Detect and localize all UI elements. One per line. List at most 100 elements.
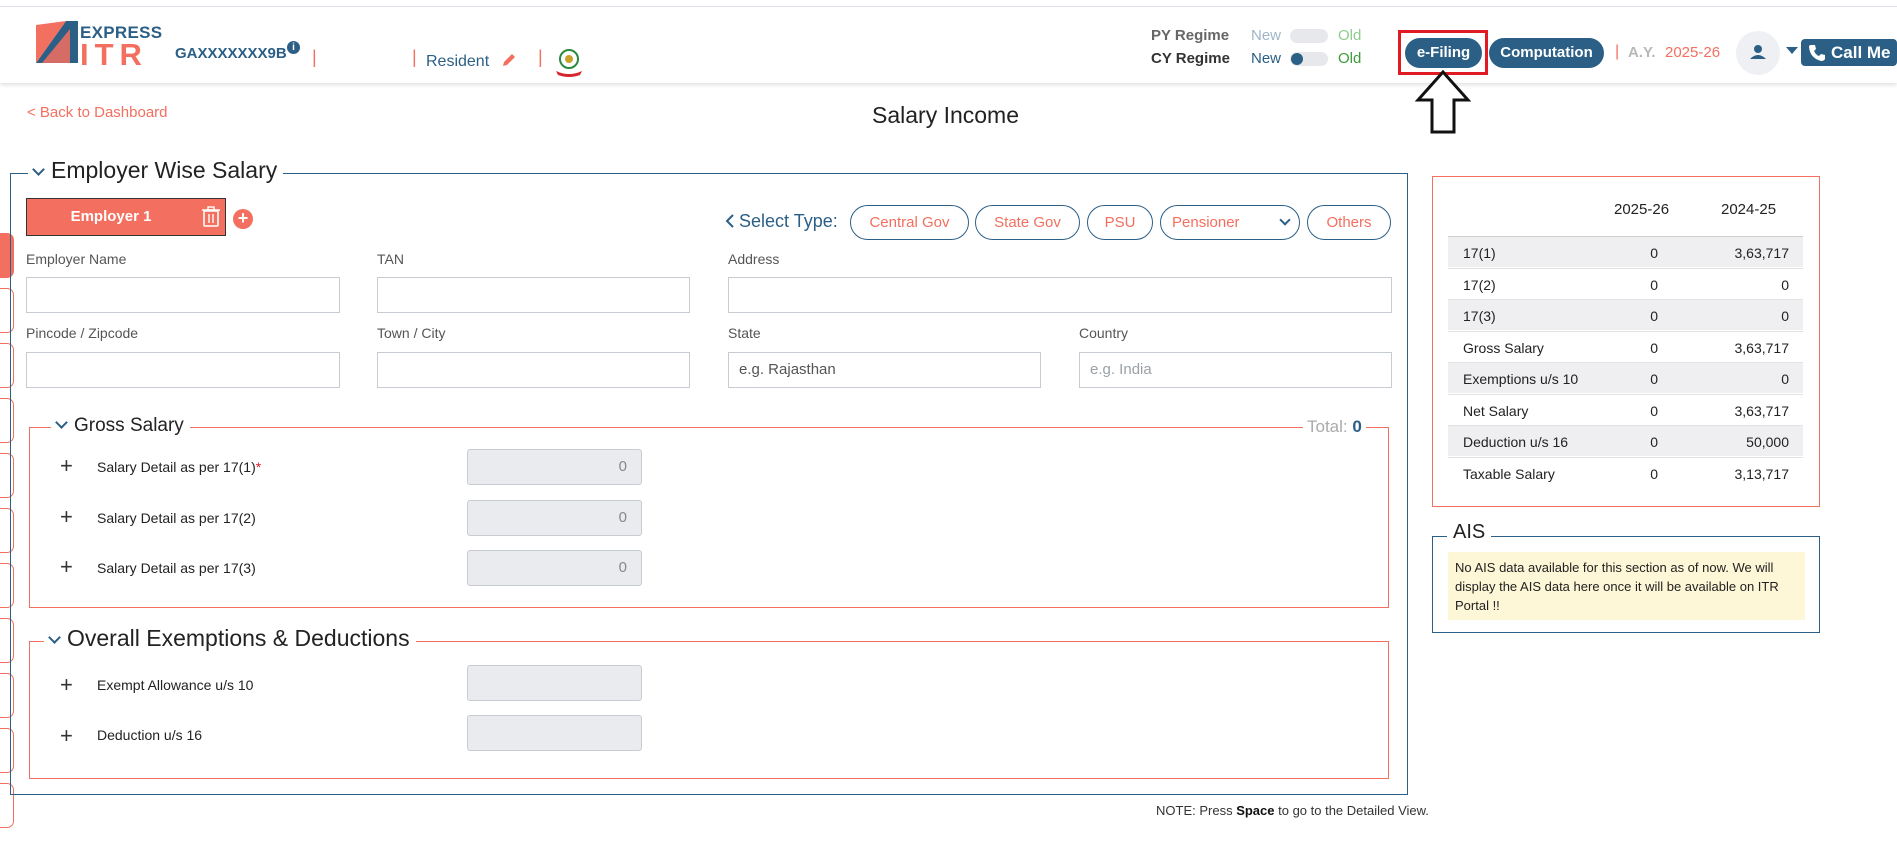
type-others[interactable]: Others <box>1307 205 1391 240</box>
type-psu[interactable]: PSU <box>1087 205 1153 240</box>
plus-icon[interactable]: + <box>60 672 73 697</box>
exempt-allowance-input[interactable] <box>467 665 642 701</box>
row-previous: 50,000 <box>1746 434 1789 450</box>
row-previous: 3,63,717 <box>1734 403 1790 419</box>
pincode-input[interactable] <box>26 352 340 388</box>
row-label: 17(1) <box>1463 245 1496 261</box>
ais-legend: AIS <box>1447 521 1492 544</box>
town-label: Town / City <box>377 325 446 341</box>
chevron-down-icon <box>1279 214 1291 226</box>
row-previous: 0 <box>1781 277 1789 293</box>
pan-number: GAXXXXXXX9B <box>175 45 287 62</box>
pensioner-label: Pensioner <box>1172 214 1240 231</box>
table-row: 17(1) 0 3,63,717 <box>1448 236 1803 267</box>
edit-pencil-icon[interactable] <box>500 51 518 69</box>
cy-new-option[interactable]: New <box>1251 50 1282 67</box>
row-current: 0 <box>1650 434 1658 450</box>
employer-name-input[interactable] <box>26 277 340 313</box>
select-type-label[interactable]: Select Type: <box>725 211 838 232</box>
cy-regime-toggle[interactable] <box>1290 52 1328 66</box>
table-row: 17(3) 0 0 <box>1448 299 1803 330</box>
summary-col-previous: 2024-25 <box>1721 201 1777 218</box>
row-label: 17(3) <box>1463 308 1496 324</box>
py-new-option[interactable]: New <box>1251 27 1282 44</box>
state-input[interactable]: e.g. Rajasthan <box>728 352 1041 388</box>
ais-message: No AIS data available for this section a… <box>1448 552 1805 620</box>
cy-regime-label: CY Regime <box>1151 50 1230 67</box>
tan-label: TAN <box>377 251 404 267</box>
exempt-allowance-label: Exempt Allowance u/s 10 <box>97 677 254 693</box>
gross-salary-section <box>29 427 1389 608</box>
employer-section-legend[interactable]: Employer Wise Salary <box>28 157 284 184</box>
arrow-up-icon <box>1415 70 1471 134</box>
type-pensioner-select[interactable]: Pensioner <box>1160 205 1300 240</box>
town-input[interactable] <box>377 352 690 388</box>
dropdown-caret-icon[interactable] <box>1786 47 1798 54</box>
trash-icon[interactable] <box>201 206 221 228</box>
salary-17-2-label: Salary Detail as per 17(2) <box>97 510 256 526</box>
address-input[interactable] <box>728 277 1392 313</box>
row-label: Net Salary <box>1463 403 1529 419</box>
py-regime-toggle[interactable] <box>1290 29 1328 43</box>
employer-section <box>10 173 1408 795</box>
brand-express: EXPRESS <box>80 23 163 42</box>
ais-section <box>1432 536 1820 633</box>
exemptions-legend[interactable]: Overall Exemptions & Deductions <box>44 625 416 652</box>
py-old-option[interactable]: Old <box>1338 27 1362 44</box>
summary-col-current: 2025-26 <box>1614 201 1670 218</box>
country-input[interactable]: e.g. India <box>1079 352 1392 388</box>
row-label: 17(2) <box>1463 277 1496 293</box>
chevron-left-icon <box>725 214 734 228</box>
brand-logo[interactable]: EXPRESS ITR <box>36 21 162 70</box>
plus-icon[interactable]: + <box>60 554 73 579</box>
gross-salary-legend[interactable]: Gross Salary <box>51 415 190 437</box>
avatar[interactable] <box>1736 31 1780 75</box>
itr-logo-icon <box>36 21 78 63</box>
employer-tab[interactable]: Employer 1 <box>26 198 226 236</box>
add-icon[interactable]: + <box>233 209 253 229</box>
page-title: Salary Income <box>872 102 1020 128</box>
chevron-down-icon <box>55 416 68 429</box>
salary-summary-table <box>1432 176 1820 507</box>
plus-icon[interactable]: + <box>60 723 73 748</box>
plus-icon[interactable]: + <box>60 453 73 478</box>
call-me-button[interactable]: Call Me <box>1801 39 1897 66</box>
residency-status: Resident <box>426 53 490 70</box>
gross-total-label: Total: <box>1307 417 1348 436</box>
salary-17-3-input[interactable]: 0 <box>467 550 642 586</box>
header-separator: | <box>412 47 417 67</box>
tan-input[interactable] <box>377 277 690 313</box>
row-current: 0 <box>1650 466 1658 482</box>
header-separator: | <box>1615 43 1620 60</box>
deduction-16-input[interactable] <box>467 715 642 751</box>
phone-icon <box>1809 45 1825 61</box>
row-previous: 0 <box>1781 371 1789 387</box>
emblem-icon <box>556 49 582 77</box>
row-current: 0 <box>1650 245 1658 261</box>
type-central-gov[interactable]: Central Gov <box>850 205 969 240</box>
deduction-16-label: Deduction u/s 16 <box>97 727 203 743</box>
note-suffix: to go to the Detailed View. <box>1274 803 1429 818</box>
plus-icon[interactable]: + <box>60 504 73 529</box>
salary-17-1-text: Salary Detail as per 17(1) <box>97 459 256 475</box>
salary-17-1-input[interactable]: 0 <box>467 449 642 485</box>
back-to-dashboard-link[interactable]: < Back to Dashboard <box>27 104 168 121</box>
efiling-button[interactable]: e-Filing <box>1405 38 1482 68</box>
salary-17-2-input[interactable]: 0 <box>467 500 642 536</box>
header-separator: | <box>312 47 317 67</box>
info-icon[interactable]: i <box>287 41 300 54</box>
gross-total: Total: 0 <box>1303 417 1366 437</box>
chevron-down-icon <box>48 631 61 644</box>
employer-name-label: Employer Name <box>26 251 127 267</box>
cy-old-option[interactable]: Old <box>1338 50 1362 67</box>
computation-button[interactable]: Computation <box>1489 38 1604 68</box>
exemptions-section <box>29 641 1389 779</box>
detailed-view-note: NOTE: Press Space to go to the Detailed … <box>1156 803 1429 818</box>
required-marker: * <box>255 459 262 475</box>
type-state-gov[interactable]: State Gov <box>975 205 1080 240</box>
row-previous: 0 <box>1781 308 1789 324</box>
ay-value[interactable]: 2025-26 <box>1665 44 1721 61</box>
row-current: 0 <box>1650 277 1658 293</box>
row-previous: 3,63,717 <box>1734 340 1790 356</box>
row-current: 0 <box>1650 340 1658 356</box>
